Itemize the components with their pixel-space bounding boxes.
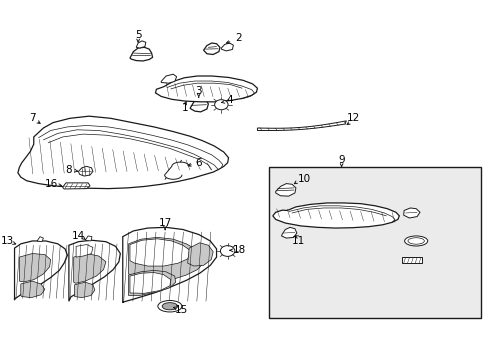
Text: 17: 17 <box>158 218 171 228</box>
Polygon shape <box>281 227 296 238</box>
Polygon shape <box>155 76 257 102</box>
Polygon shape <box>401 257 421 263</box>
Polygon shape <box>128 270 175 296</box>
Polygon shape <box>136 41 145 48</box>
Circle shape <box>214 100 227 110</box>
Polygon shape <box>257 121 346 131</box>
Polygon shape <box>272 203 399 228</box>
Polygon shape <box>190 98 208 112</box>
Circle shape <box>220 246 234 256</box>
Text: 1: 1 <box>182 103 188 113</box>
Text: 9: 9 <box>338 155 344 165</box>
Polygon shape <box>62 183 90 189</box>
Text: 18: 18 <box>232 245 245 255</box>
Text: 15: 15 <box>174 305 188 315</box>
Text: 12: 12 <box>346 113 360 123</box>
Polygon shape <box>122 227 216 303</box>
Text: 6: 6 <box>195 158 202 168</box>
Polygon shape <box>130 47 152 61</box>
Polygon shape <box>18 116 228 189</box>
Ellipse shape <box>158 301 182 312</box>
Text: 5: 5 <box>135 30 141 40</box>
Polygon shape <box>85 236 92 241</box>
Polygon shape <box>37 237 43 242</box>
Polygon shape <box>203 43 220 54</box>
Text: 4: 4 <box>226 95 232 105</box>
Polygon shape <box>221 43 233 51</box>
Polygon shape <box>74 253 106 283</box>
Text: 13: 13 <box>0 236 14 246</box>
Polygon shape <box>403 208 419 218</box>
Polygon shape <box>69 240 120 301</box>
Text: 10: 10 <box>297 174 310 184</box>
Polygon shape <box>21 281 45 298</box>
Text: 16: 16 <box>45 179 58 189</box>
Bar <box>269 167 480 318</box>
Polygon shape <box>75 282 95 298</box>
Text: 11: 11 <box>291 236 305 246</box>
Polygon shape <box>128 237 203 283</box>
Ellipse shape <box>162 303 177 310</box>
Polygon shape <box>187 243 213 266</box>
Text: 8: 8 <box>65 165 72 175</box>
Polygon shape <box>15 241 67 300</box>
Text: 7: 7 <box>29 113 36 123</box>
Text: 2: 2 <box>234 33 241 43</box>
Polygon shape <box>130 273 170 293</box>
Polygon shape <box>79 166 93 176</box>
Polygon shape <box>275 184 295 196</box>
Polygon shape <box>161 74 176 83</box>
Text: 14: 14 <box>72 231 85 240</box>
Ellipse shape <box>404 236 427 246</box>
Polygon shape <box>130 239 191 266</box>
Polygon shape <box>76 244 93 257</box>
Text: 3: 3 <box>195 86 202 96</box>
Polygon shape <box>20 253 50 282</box>
